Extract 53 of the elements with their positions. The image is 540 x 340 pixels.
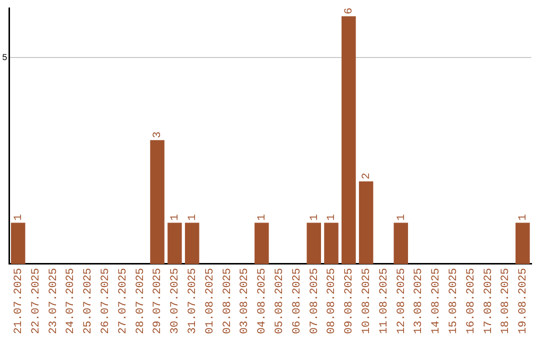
- x-tick-label: 08.08.2025: [326, 268, 338, 334]
- x-tick-label: 12.08.2025: [396, 268, 408, 334]
- bar: [254, 222, 269, 264]
- x-tick-label: 01.08.2025: [204, 268, 216, 334]
- data-label: 6: [344, 8, 356, 14]
- bar: [168, 222, 182, 264]
- x-tick-label: 06.08.2025: [291, 268, 304, 334]
- x-tick-label: 17.08.2025: [482, 268, 495, 334]
- x-tick-label: 30.07.2025: [170, 268, 182, 334]
- data-label: 1: [396, 214, 408, 221]
- data-label: 1: [256, 214, 269, 221]
- data-label: 2: [360, 172, 373, 180]
- x-tick-label: 04.08.2025: [256, 268, 269, 334]
- bar: [516, 222, 530, 264]
- x-tick-label: 23.07.2025: [48, 268, 60, 334]
- bar: [394, 222, 408, 264]
- x-tick-label: 13.08.2025: [413, 268, 426, 334]
- x-tick-label: 11.08.2025: [378, 268, 390, 334]
- x-tick-label: 16.08.2025: [465, 268, 478, 334]
- data-label: 1: [518, 214, 530, 221]
- x-tick-label: 18.08.2025: [500, 268, 512, 334]
- x-tick-label: 31.07.2025: [186, 268, 199, 334]
- x-tick-label: 10.08.2025: [360, 268, 373, 334]
- bar: [342, 16, 356, 264]
- data-label: 1: [326, 214, 338, 221]
- data-label: 1: [13, 214, 26, 221]
- data-label: 3: [152, 132, 164, 138]
- x-tick-label: 25.07.2025: [82, 268, 95, 334]
- data-label: 1: [170, 214, 182, 221]
- x-tick-label: 09.08.2025: [344, 268, 356, 334]
- x-tick-label: 26.07.2025: [100, 268, 112, 334]
- bar: [10, 222, 26, 264]
- x-tick-label: 24.07.2025: [65, 268, 78, 334]
- x-tick-label: 07.08.2025: [308, 268, 321, 334]
- bar: [324, 222, 338, 264]
- x-tick-label: 02.08.2025: [222, 268, 234, 334]
- x-tick-label: 22.07.2025: [30, 268, 42, 334]
- bar: [358, 181, 374, 264]
- bar: [306, 222, 322, 264]
- x-tick-label: 19.08.2025: [518, 268, 530, 334]
- data-label: 1: [186, 214, 199, 221]
- x-tick-label: 27.07.2025: [117, 268, 130, 334]
- bar: [150, 140, 164, 264]
- x-tick-label: 03.08.2025: [239, 268, 252, 334]
- x-tick-label: 28.07.2025: [134, 268, 147, 334]
- x-tick-label: 14.08.2025: [430, 268, 443, 334]
- x-tick-label: 05.08.2025: [274, 268, 286, 334]
- x-tick-label: 29.07.2025: [152, 268, 164, 334]
- x-tick-label: 21.07.2025: [13, 268, 26, 334]
- x-tick-label: 15.08.2025: [448, 268, 460, 334]
- bar: [184, 222, 200, 264]
- y-tick-label: 5: [2, 52, 8, 63]
- data-label: 1: [308, 214, 321, 221]
